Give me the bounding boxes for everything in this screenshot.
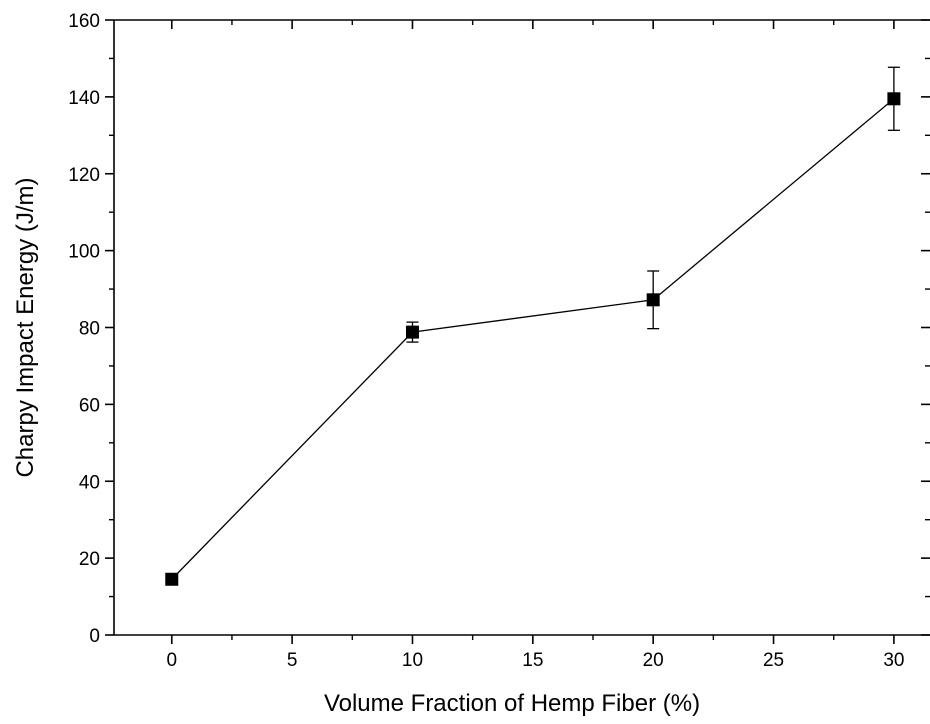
x-axis-label: Volume Fraction of Hemp Fiber (%) bbox=[324, 690, 700, 717]
y-axis-label: Charpy Impact Energy (J/m) bbox=[12, 177, 39, 477]
data-point-marker bbox=[405, 325, 419, 339]
x-tick-label: 25 bbox=[763, 650, 784, 671]
y-tick-label: 140 bbox=[68, 88, 100, 109]
data-point-marker bbox=[887, 92, 901, 106]
x-tick-label: 20 bbox=[643, 650, 664, 671]
series-line bbox=[171, 98, 895, 580]
series-layer bbox=[165, 66, 901, 586]
y-tick-label: 40 bbox=[79, 472, 100, 493]
y-axis-ticks: 0 20 40 60 80 100 120 140 160 bbox=[68, 11, 930, 647]
data-point-marker bbox=[646, 293, 660, 307]
y-tick-label: 100 bbox=[68, 242, 100, 263]
x-tick-label: 30 bbox=[883, 650, 904, 671]
y-tick-label: 60 bbox=[79, 395, 100, 416]
x-tick-label: 15 bbox=[522, 650, 543, 671]
y-tick-label: 120 bbox=[68, 165, 100, 186]
x-tick-label: 0 bbox=[166, 650, 177, 671]
y-tick-label: 20 bbox=[79, 549, 100, 570]
y-tick-label: 80 bbox=[79, 319, 100, 340]
data-point-marker bbox=[165, 572, 179, 586]
y-tick-label: 160 bbox=[68, 11, 100, 32]
x-tick-label: 10 bbox=[402, 650, 423, 671]
y-tick-label: 0 bbox=[89, 626, 100, 647]
x-tick-label: 5 bbox=[287, 650, 298, 671]
x-axis-ticks: 0 5 10 15 20 25 30 bbox=[166, 20, 904, 671]
